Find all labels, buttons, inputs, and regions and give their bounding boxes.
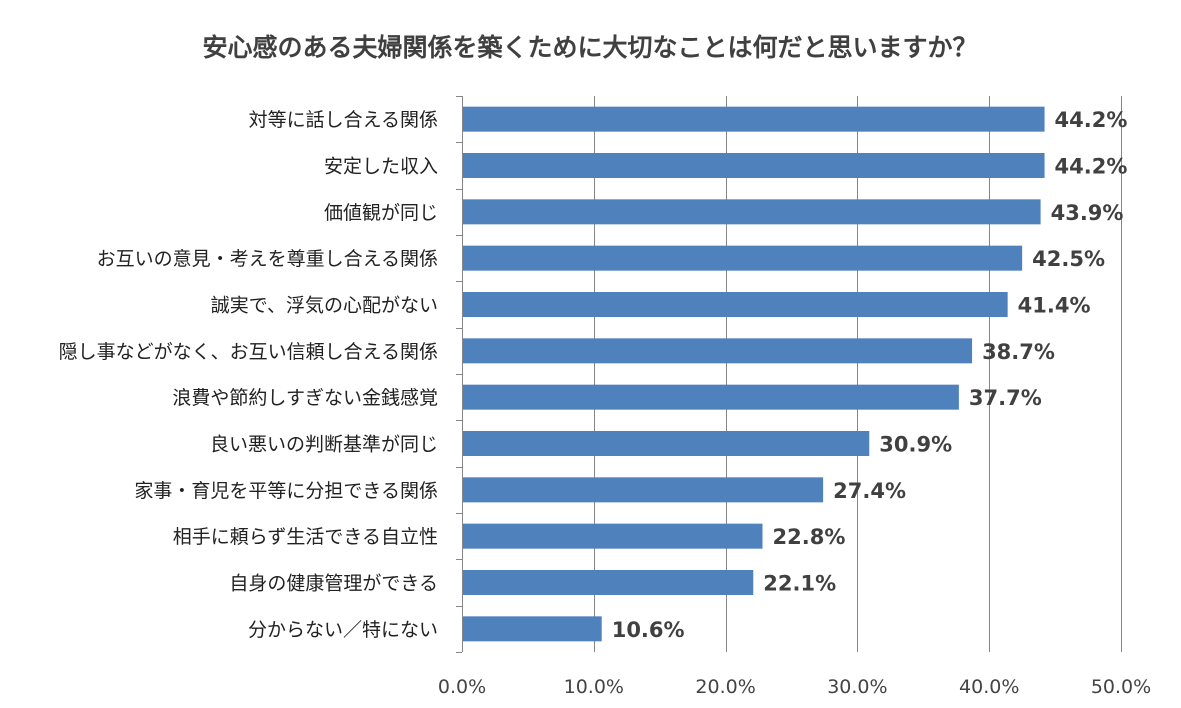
data-label: 44.2% xyxy=(1055,155,1128,179)
bar xyxy=(463,616,602,642)
category-label: 分からない／特にない xyxy=(248,619,438,641)
category-label: 自身の健康管理ができる xyxy=(229,573,438,595)
x-tick-label: 10.0% xyxy=(564,676,624,698)
category-label: 価値観が同じ xyxy=(324,202,438,224)
category-label: 相手に頼らず生活できる自立性 xyxy=(173,526,438,548)
bar xyxy=(463,245,1023,271)
category-label: お互いの意見・考えを尊重し合える関係 xyxy=(97,248,438,270)
bar xyxy=(463,153,1045,178)
category-label: 誠実で、浮気の心配がない xyxy=(211,295,438,317)
x-tick-label: 40.0% xyxy=(959,676,1019,698)
data-label: 27.4% xyxy=(833,479,906,503)
x-tick-label: 0.0% xyxy=(438,676,486,698)
bar xyxy=(463,338,973,364)
x-tick-label: 30.0% xyxy=(827,676,887,698)
category-label: 浪費や節約しすぎない金銭感覚 xyxy=(172,387,438,409)
data-label: 22.1% xyxy=(763,572,836,596)
data-label: 44.2% xyxy=(1055,108,1128,132)
bar xyxy=(463,384,959,410)
category-label: 対等に話し合える関係 xyxy=(249,109,438,131)
data-label: 37.7% xyxy=(969,386,1042,410)
bar xyxy=(463,477,824,503)
data-label: 41.4% xyxy=(1018,294,1091,318)
data-label: 42.5% xyxy=(1032,247,1105,271)
bar xyxy=(463,523,763,549)
category-labels: 対等に話し合える関係安定した収入価値観が同じお互いの意見・考えを尊重し合える関係… xyxy=(59,109,438,641)
gridlines xyxy=(456,96,1122,653)
category-label: 隠し事などがなく、お互い信頼し合える関係 xyxy=(59,341,438,363)
data-label: 43.9% xyxy=(1051,201,1124,225)
data-labels: 44.2% 44.2% 43.9% 42.5% 41.4% 38.7% 37.7% 30.9%… xyxy=(612,108,1128,642)
category-label: 安定した収入 xyxy=(324,156,438,178)
bar xyxy=(463,106,1045,132)
chart-title: 安心感のある夫婦関係を築くために大切なことは何だと思いますか？ xyxy=(202,33,977,62)
data-label: 30.9% xyxy=(879,433,952,457)
data-label: 38.7% xyxy=(982,340,1055,364)
bar xyxy=(463,199,1041,225)
x-axis-tick-labels: 0.0% 10.0% 20.0% 30.0% 40.0% 50.0% xyxy=(438,676,1151,698)
bar xyxy=(463,570,754,595)
bars xyxy=(463,106,1045,642)
x-tick-label: 20.0% xyxy=(695,676,755,698)
category-label: 良い悪いの判断基準が同じ xyxy=(210,434,438,456)
data-label: 22.8% xyxy=(773,525,846,549)
category-label: 家事・育児を平等に分担できる関係 xyxy=(134,480,438,502)
bar xyxy=(463,431,870,456)
x-tick-label: 50.0% xyxy=(1091,676,1151,698)
data-label: 10.6% xyxy=(612,618,685,642)
bar xyxy=(463,292,1008,317)
